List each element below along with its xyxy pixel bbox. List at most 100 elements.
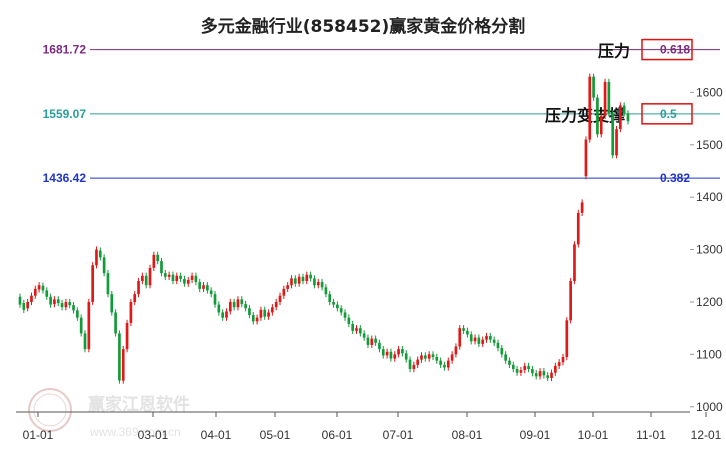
candle-body bbox=[427, 354, 431, 359]
candle-body bbox=[332, 301, 335, 305]
candle-body bbox=[431, 354, 435, 357]
candle-body bbox=[152, 254, 156, 268]
candle-body bbox=[401, 349, 404, 354]
candle-body bbox=[274, 301, 278, 308]
candle-body bbox=[626, 113, 630, 122]
candle-body bbox=[129, 301, 133, 323]
candle-body bbox=[492, 339, 496, 343]
candle-body bbox=[619, 105, 622, 130]
candle-body bbox=[358, 328, 362, 334]
candle-body bbox=[301, 276, 305, 282]
candle-body bbox=[175, 275, 179, 282]
candle-body bbox=[500, 348, 504, 355]
watermark-url: www.369.com.cn bbox=[89, 425, 181, 439]
candle-body bbox=[343, 312, 347, 318]
candle-body bbox=[381, 349, 385, 356]
candle-body bbox=[167, 274, 171, 277]
candle-body bbox=[588, 76, 592, 140]
watermark: 赢家江恩软件 www.369.com.cn bbox=[28, 388, 190, 439]
candle-body bbox=[206, 285, 209, 291]
candle-body bbox=[412, 364, 416, 370]
level-ratio-box bbox=[641, 103, 693, 125]
level-ratio-label: 0.618 bbox=[660, 43, 690, 57]
candle-body bbox=[156, 254, 159, 262]
candle-body bbox=[573, 244, 576, 282]
candle-body bbox=[45, 290, 49, 297]
candle-body bbox=[416, 359, 420, 365]
candle-body bbox=[68, 301, 72, 306]
candle-body bbox=[110, 294, 114, 313]
candle-body bbox=[290, 278, 293, 286]
candle-body bbox=[148, 267, 152, 286]
candle-body bbox=[538, 371, 542, 377]
candle-body bbox=[236, 299, 240, 308]
candle-body bbox=[98, 250, 102, 258]
candle-body bbox=[305, 274, 309, 282]
candle-body bbox=[534, 373, 538, 377]
y-tick-label: 1000 bbox=[696, 400, 723, 414]
x-tick-label: 03-01 bbox=[138, 428, 169, 442]
candle-body bbox=[240, 299, 244, 305]
candle-body bbox=[141, 275, 144, 282]
y-tick-label: 1400 bbox=[696, 190, 723, 204]
candle-body bbox=[76, 310, 79, 318]
x-tick-label: 09-01 bbox=[520, 428, 551, 442]
candle-body bbox=[615, 129, 618, 156]
candle-body bbox=[171, 274, 175, 282]
candle-body bbox=[454, 346, 458, 355]
candle-body bbox=[531, 369, 534, 374]
candle-body bbox=[217, 304, 221, 313]
candle-body bbox=[339, 308, 343, 313]
candle-body bbox=[622, 105, 626, 114]
candle-body bbox=[489, 336, 492, 340]
candle-body bbox=[519, 370, 523, 373]
y-tick-label: 1500 bbox=[696, 138, 723, 152]
candle-body bbox=[404, 353, 408, 360]
candle-body bbox=[56, 299, 60, 304]
candle-body bbox=[221, 312, 225, 318]
candle-body bbox=[466, 330, 469, 335]
candle-body bbox=[297, 276, 301, 284]
candle-body bbox=[378, 342, 381, 350]
candle-body bbox=[186, 279, 190, 284]
candle-body bbox=[79, 317, 83, 334]
candle-body bbox=[481, 339, 485, 344]
candle-body bbox=[557, 362, 561, 366]
candle-body bbox=[91, 265, 94, 302]
candle-body bbox=[523, 365, 527, 371]
candle-body bbox=[596, 97, 599, 135]
level-price-label: 1681.72 bbox=[43, 43, 87, 57]
candle-body bbox=[496, 342, 500, 349]
x-tick-label: 08-01 bbox=[452, 428, 483, 442]
candle-body bbox=[485, 336, 488, 340]
candle-body bbox=[49, 296, 52, 305]
candle-body bbox=[160, 261, 163, 274]
candle-body bbox=[114, 312, 117, 334]
candle-body bbox=[72, 305, 75, 311]
candle-body bbox=[26, 301, 29, 309]
candle-body bbox=[232, 301, 236, 308]
candle-body bbox=[179, 275, 182, 279]
candle-body bbox=[580, 202, 584, 213]
candle-body bbox=[393, 354, 397, 359]
candle-body bbox=[511, 364, 515, 370]
candle-body bbox=[389, 351, 393, 359]
candle-body bbox=[293, 278, 297, 284]
candle-body bbox=[282, 288, 286, 296]
candle-body bbox=[336, 304, 339, 309]
candle-body bbox=[83, 333, 87, 350]
x-tick-label: 04-01 bbox=[201, 428, 232, 442]
chart-title: 多元金融行业(858452)赢家黄金价格分割 bbox=[200, 17, 526, 37]
candle-body bbox=[508, 360, 511, 365]
watermark-text: 赢家江恩软件 bbox=[88, 394, 190, 415]
candle-body bbox=[133, 294, 137, 302]
x-tick-label: 01-01 bbox=[23, 428, 54, 442]
level-price-label: 1436.42 bbox=[43, 171, 87, 185]
candle-body bbox=[420, 355, 423, 360]
x-tick-label: 12-01 bbox=[691, 428, 722, 442]
level-price-label: 1559.07 bbox=[43, 107, 87, 121]
candle-body bbox=[198, 282, 202, 289]
candle-body bbox=[328, 294, 332, 302]
candle-body bbox=[320, 282, 324, 288]
x-tick-label: 06-01 bbox=[322, 428, 353, 442]
